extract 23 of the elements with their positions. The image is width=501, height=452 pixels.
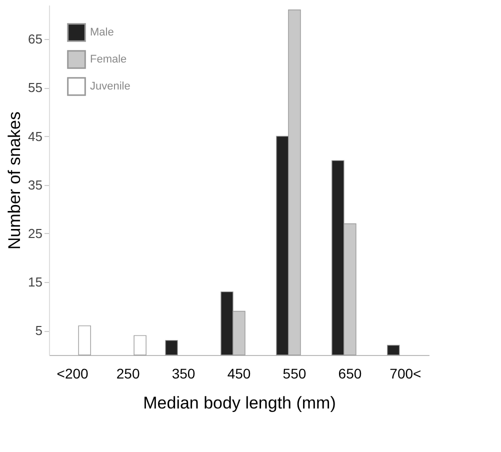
x-axis-title: Median body length (mm) (143, 394, 336, 412)
x-tick-label: 550 (282, 366, 306, 382)
x-tick-label: 650 (338, 366, 362, 382)
y-tick-label: 25 (28, 226, 42, 241)
y-tick-label: 45 (28, 128, 42, 144)
y-tick-label: 55 (28, 80, 42, 96)
bar (78, 325, 91, 356)
x-tick-label: <200 (56, 366, 89, 382)
bar (165, 340, 178, 356)
y-tick-label: 5 (35, 323, 42, 338)
x-tick-label: 450 (227, 366, 251, 382)
bar (387, 344, 400, 356)
x-tick-label: 250 (116, 366, 140, 382)
bar (134, 335, 146, 356)
y-axis-title: Number of snakes (5, 112, 24, 250)
legend-label: Male (90, 26, 114, 38)
legend-label: Juvenile (90, 80, 130, 92)
legend-label: Female (90, 54, 127, 66)
y-tick-label: 35 (28, 177, 42, 192)
x-tick-label: 350 (172, 366, 196, 382)
y-tick-label: 15 (28, 274, 42, 290)
y-tick-label: 65 (28, 32, 42, 47)
x-tick-label: 700< (390, 366, 422, 382)
